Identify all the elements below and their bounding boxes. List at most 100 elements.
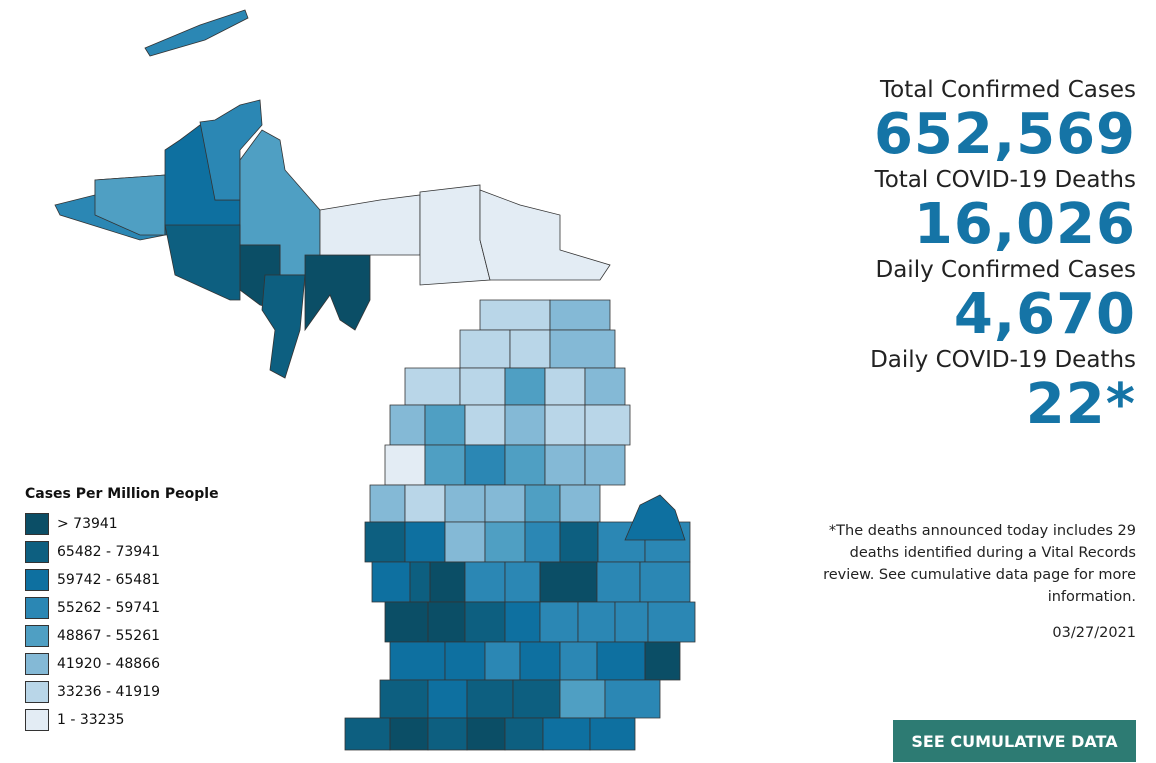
county (484, 484, 526, 523)
legend-swatch (25, 625, 49, 647)
legend-item: 41920 - 48866 (25, 650, 219, 678)
county (544, 404, 586, 446)
county (624, 494, 686, 541)
county (404, 521, 446, 563)
county (614, 601, 649, 643)
county (319, 194, 421, 256)
county (549, 329, 616, 369)
legend-label: 55262 - 59741 (57, 600, 161, 616)
michigan-map (54, 9, 696, 751)
county (371, 561, 411, 603)
county (379, 679, 429, 719)
county (542, 717, 591, 751)
county (444, 484, 486, 523)
county (539, 601, 579, 643)
county (584, 367, 626, 406)
county (504, 367, 546, 406)
county (444, 641, 486, 681)
legend-swatch (25, 513, 49, 535)
county (464, 404, 506, 446)
county (484, 641, 521, 681)
county (424, 404, 466, 446)
stat-value: 4,670 (953, 282, 1136, 347)
county (94, 174, 166, 236)
county (524, 521, 561, 563)
county (459, 329, 511, 369)
legend-item: 55262 - 59741 (25, 594, 219, 622)
county (644, 641, 681, 681)
county (199, 99, 263, 201)
legend-label: 65482 - 73941 (57, 544, 161, 560)
county (639, 561, 691, 603)
county (604, 679, 661, 719)
date: 03/27/2021 (1052, 625, 1136, 641)
county (409, 561, 431, 603)
county (484, 521, 526, 563)
stat-label: Total Confirmed Cases (879, 77, 1136, 103)
legend-title: Cases Per Million People (25, 486, 219, 502)
county (464, 601, 506, 643)
county (404, 484, 446, 523)
county (389, 641, 446, 681)
legend-label: 48867 - 55261 (57, 628, 161, 644)
county (559, 641, 598, 681)
legend-item: 33236 - 41919 (25, 678, 219, 706)
county (479, 189, 611, 281)
county (504, 404, 546, 446)
county (389, 717, 429, 751)
stat-value: 22* (1025, 372, 1136, 437)
county (427, 717, 468, 751)
county (144, 9, 249, 57)
county (589, 717, 636, 751)
county (261, 274, 306, 379)
county (512, 679, 561, 719)
county (429, 561, 466, 603)
county (344, 717, 391, 751)
legend-label: 41920 - 48866 (57, 656, 161, 672)
stat-value: 652,569 (873, 102, 1136, 167)
county (584, 404, 631, 446)
stats: Total Confirmed Cases 652,569 Total COVID-… (870, 74, 1136, 434)
county (559, 679, 606, 719)
county (384, 444, 426, 486)
county (459, 367, 506, 406)
county (364, 521, 406, 563)
county (427, 679, 468, 719)
stat-value: 16,026 (913, 192, 1136, 257)
legend-label: 1 - 33235 (57, 712, 125, 728)
county (427, 601, 466, 643)
county (304, 254, 371, 332)
county (419, 184, 491, 286)
legend: Cases Per Million People > 73941 65482 - … (25, 486, 219, 734)
stat-label: Total COVID-19 Deaths (874, 167, 1136, 193)
county (464, 444, 506, 486)
county (647, 601, 696, 643)
legend-item: 48867 - 55261 (25, 622, 219, 650)
county (504, 444, 546, 486)
county (389, 404, 426, 446)
legend-label: 59742 - 65481 (57, 572, 161, 588)
county (504, 601, 541, 643)
legend-item: 65482 - 73941 (25, 538, 219, 566)
county (559, 521, 599, 563)
county (596, 561, 641, 603)
legend-item: 1 - 33235 (25, 706, 219, 734)
county (444, 521, 486, 563)
county (524, 484, 561, 523)
county (504, 717, 544, 751)
county (504, 561, 541, 603)
county (164, 224, 241, 301)
legend-swatch (25, 681, 49, 703)
footnote: *The deaths announced today includes 29 … (823, 523, 1136, 605)
county (464, 561, 506, 603)
legend-swatch (25, 709, 49, 731)
county (369, 484, 406, 523)
county (384, 601, 429, 643)
county (424, 444, 466, 486)
county (584, 444, 626, 486)
county (559, 484, 601, 523)
cumulative-button[interactable]: SEE CUMULATIVE DATA (893, 720, 1136, 762)
county (544, 444, 586, 486)
county (549, 299, 611, 331)
